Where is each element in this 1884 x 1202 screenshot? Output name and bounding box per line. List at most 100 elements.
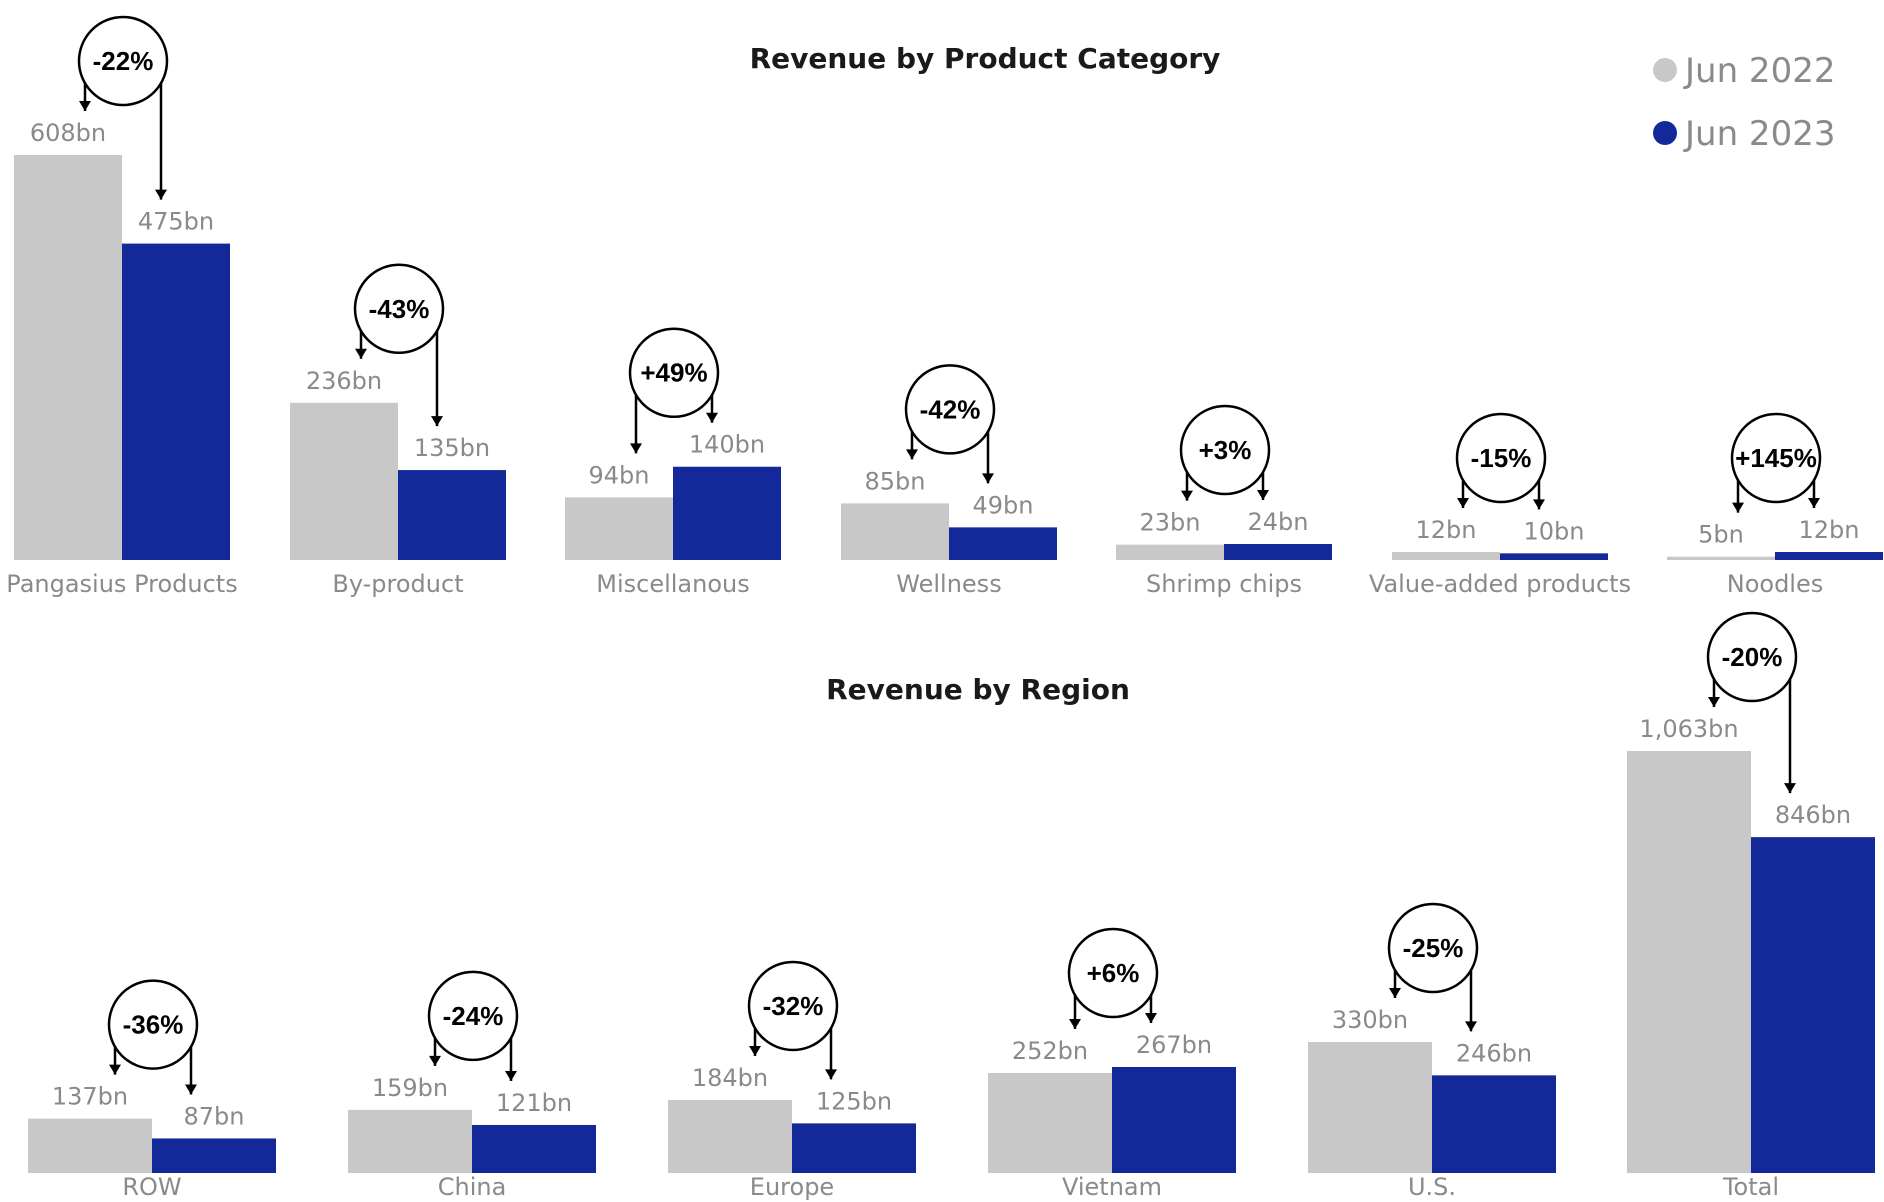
bar-shrimp-chips-jun-2022 [1116,544,1224,560]
arrow-head-left [429,1055,441,1066]
category-label-shrimp-chips: Shrimp chips [1146,570,1302,598]
value-label-total-jun-2023: 846bn [1775,801,1851,829]
value-label-shrimp-chips-jun-2022: 23bn [1140,509,1201,537]
bar-by-product-jun-2022 [290,402,398,560]
change-circle [1455,412,1547,504]
legend: Jun 2022 Jun 2023 [1653,51,1835,154]
arrow-head-right [155,189,167,200]
change-label-by-product: -43% [369,294,430,324]
category-label-total: Total [1722,1173,1779,1201]
arrow-head-right [982,473,994,484]
change-annotation-miscellanous: +49% [628,327,720,454]
arrow-head-right [1784,783,1796,794]
bar-wellness-jun-2022 [841,503,949,560]
arrow-head-left [79,101,91,111]
chart-title-region: Revenue by Region [826,673,1130,706]
arrow-head-right [1533,499,1545,510]
value-label-wellness-jun-2022: 85bn [865,467,926,495]
bar-row-jun-2023 [152,1138,276,1173]
value-label-by-product-jun-2023: 135bn [414,434,490,462]
arrow-head-left [1732,502,1744,513]
change-annotation-wellness: -42% [904,364,996,484]
change-label-vietnam: +6% [1087,958,1140,988]
bar-u-s-jun-2023 [1432,1075,1556,1173]
value-label-miscellanous-jun-2023: 140bn [689,431,765,459]
value-label-u-s-jun-2023: 246bn [1456,1039,1532,1067]
value-label-vietnam-jun-2022: 252bn [1012,1037,1088,1065]
change-annotation-pangasius-products: -22% [77,15,169,200]
bar-u-s-jun-2022 [1308,1041,1432,1173]
arrow-head-right [706,412,718,423]
arrow-head-left [1181,490,1193,501]
arrow-head-left [749,1045,761,1056]
value-label-noodles-jun-2023: 12bn [1799,516,1860,544]
bar-miscellanous-jun-2023 [673,466,781,560]
region-plot: 137bn 87bn ROW -36% 159bn 121bn China -24% 184bn… [28,611,1875,1201]
arrow-head-left [355,348,367,359]
change-circle [353,263,445,355]
arrow-head-right [1808,498,1820,509]
change-circle [1067,927,1159,1019]
category-label-row: ROW [122,1173,181,1201]
change-label-china: -24% [443,1001,504,1031]
change-circle [1179,404,1271,496]
change-label-noodles: +145% [1735,443,1817,473]
change-circle [628,327,720,418]
arrow-head-left [1457,498,1469,509]
bar-total-jun-2023 [1751,837,1875,1173]
change-circle [427,970,519,1062]
value-label-value-added-products-jun-2023: 10bn [1524,517,1585,545]
value-label-china-jun-2023: 121bn [496,1089,572,1117]
value-label-by-product-jun-2022: 236bn [306,367,382,395]
bar-shrimp-chips-jun-2023 [1224,544,1332,560]
change-annotation-shrimp-chips: +3% [1179,404,1271,501]
arrow-head-right [1257,490,1269,501]
chart-title-product-category: Revenue by Product Category [750,42,1221,75]
value-label-row-jun-2022: 137bn [52,1083,128,1111]
bar-by-product-jun-2023 [398,470,506,560]
arrow-head-right [505,1070,517,1081]
bar-europe-jun-2022 [668,1099,792,1173]
category-label-value-added-products: Value-added products [1369,570,1631,598]
arrow-head-right [185,1084,197,1095]
bar-row-jun-2022 [28,1118,152,1173]
value-label-total-jun-2022: 1,063bn [1639,715,1738,743]
bar-wellness-jun-2023 [949,527,1057,560]
value-label-china-jun-2022: 159bn [372,1074,448,1102]
change-label-row: -36% [123,1010,184,1040]
value-label-value-added-products-jun-2022: 12bn [1416,516,1477,544]
value-label-noodles-jun-2022: 5bn [1698,521,1744,549]
value-label-europe-jun-2023: 125bn [816,1087,892,1115]
bar-noodles-jun-2022 [1667,556,1775,560]
change-annotation-by-product: -43% [353,263,445,427]
change-label-wellness: -42% [920,394,981,424]
value-label-vietnam-jun-2023: 267bn [1136,1031,1212,1059]
change-label-miscellanous: +49% [640,358,707,388]
change-circle [1706,611,1798,703]
bar-europe-jun-2023 [792,1123,916,1173]
category-label-noodles: Noodles [1727,570,1824,598]
legend-swatch-jun-2022 [1653,58,1677,82]
bar-vietnam-jun-2023 [1112,1067,1236,1173]
arrow-head-left [109,1064,121,1075]
change-annotation-noodles: +145% [1730,412,1822,513]
category-label-europe: Europe [750,1173,834,1201]
change-label-total: -20% [1722,642,1783,672]
change-circle [107,979,199,1070]
change-label-u-s: -25% [1403,933,1464,963]
bar-china-jun-2022 [348,1109,472,1173]
value-label-shrimp-chips-jun-2023: 24bn [1248,508,1309,536]
arrow-head-left [630,443,642,454]
change-annotation-total: -20% [1706,611,1798,794]
change-label-europe: -32% [763,991,824,1021]
change-annotation-vietnam: +6% [1067,927,1159,1029]
bar-total-jun-2022 [1627,751,1751,1173]
bar-vietnam-jun-2022 [988,1072,1112,1173]
bar-miscellanous-jun-2022 [565,497,673,560]
change-circle [77,15,169,107]
category-label-u-s: U.S. [1408,1173,1456,1201]
change-circle [1387,902,1479,994]
value-label-europe-jun-2022: 184bn [692,1064,768,1092]
category-label-china: China [438,1173,507,1201]
arrow-head-right [1145,1013,1157,1024]
